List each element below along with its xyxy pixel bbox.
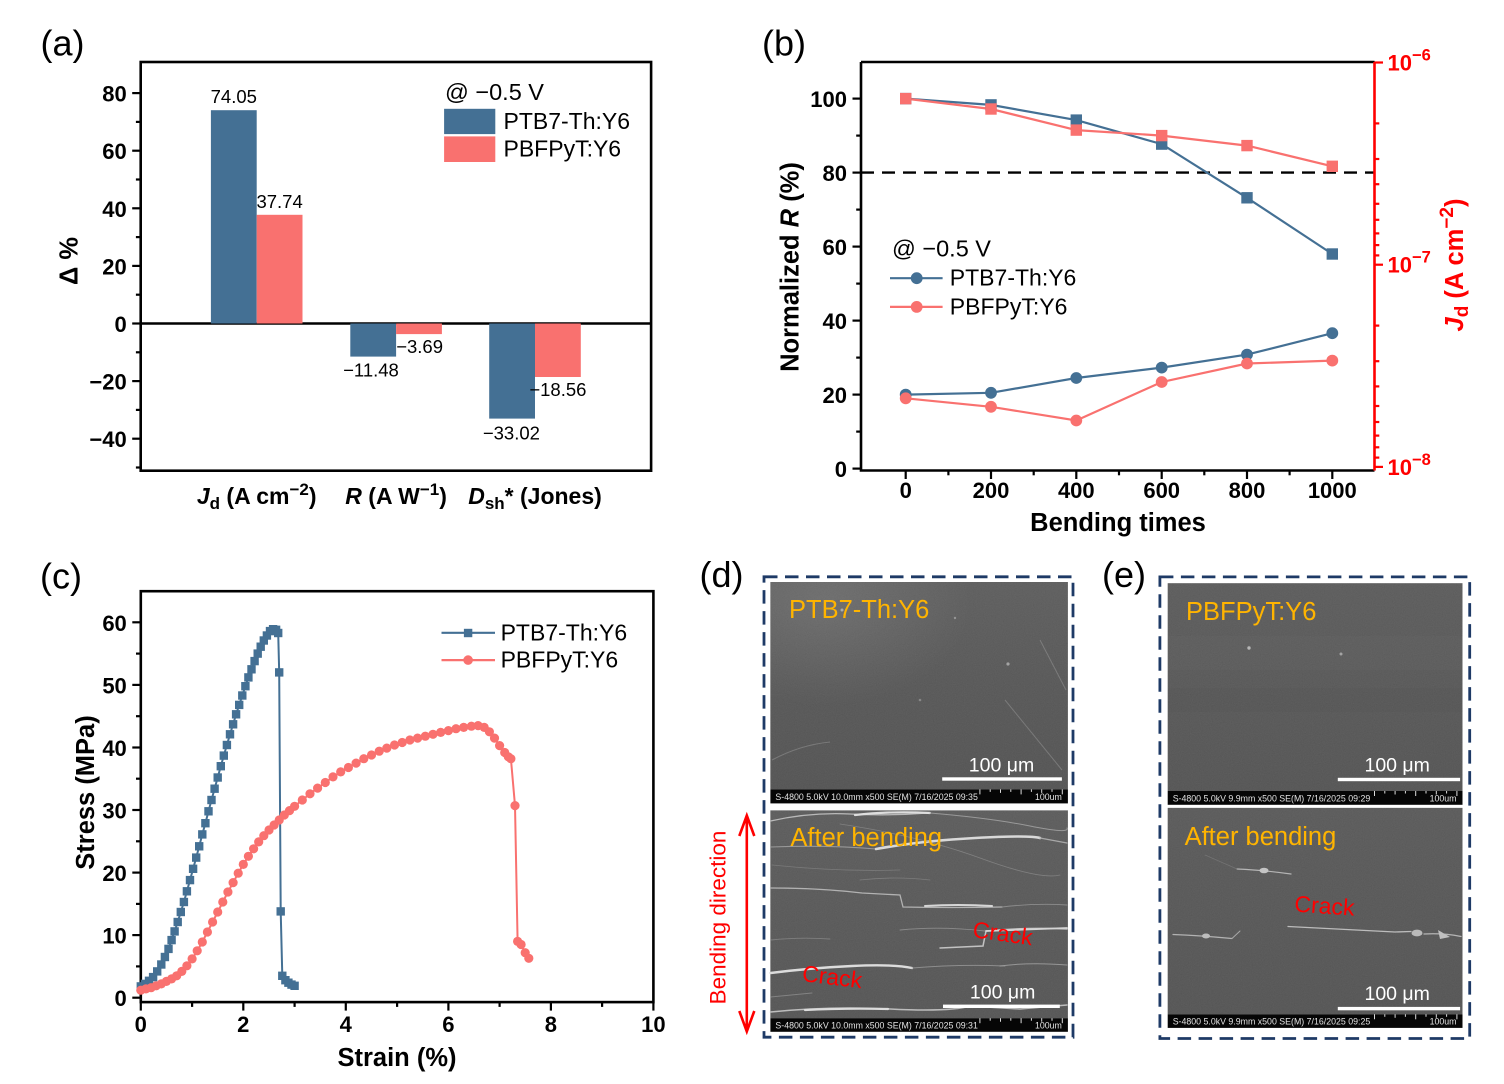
svg-text:100: 100 (810, 87, 847, 112)
svg-text:PBFPyT:Y6: PBFPyT:Y6 (950, 293, 1068, 319)
svg-text:−11.48: −11.48 (343, 360, 399, 381)
svg-text:400: 400 (1058, 478, 1095, 503)
svg-text:PBFPyT:Y6: PBFPyT:Y6 (501, 647, 619, 673)
svg-text:−33.02: −33.02 (483, 423, 540, 444)
svg-text:100 μm: 100 μm (969, 755, 1034, 777)
svg-text:200: 200 (973, 478, 1010, 503)
svg-text:40: 40 (102, 197, 126, 222)
svg-text:Bending direction: Bending direction (706, 831, 731, 1005)
svg-text:−40: −40 (89, 427, 126, 452)
svg-text:100um: 100um (1430, 793, 1457, 803)
svg-text:10−6: 10−6 (1388, 47, 1431, 76)
svg-text:10−8: 10−8 (1388, 451, 1431, 480)
svg-text:−3.69: −3.69 (396, 336, 443, 357)
svg-text:6: 6 (442, 1012, 454, 1037)
svg-text:PBFPyT:Y6: PBFPyT:Y6 (1186, 598, 1316, 626)
svg-text:Jd (A cm−2): Jd (A cm−2) (197, 480, 317, 513)
svg-text:10: 10 (641, 1012, 665, 1037)
svg-text:Strain (%): Strain (%) (337, 1044, 456, 1072)
svg-text:0: 0 (115, 986, 127, 1011)
svg-text:100 μm: 100 μm (970, 982, 1035, 1004)
svg-text:1000: 1000 (1308, 478, 1357, 503)
svg-text:2: 2 (237, 1012, 249, 1037)
svg-text:(c): (c) (40, 556, 82, 597)
svg-text:−20: −20 (89, 370, 126, 395)
svg-text:Crack: Crack (1294, 891, 1356, 921)
svg-text:(a): (a) (41, 23, 85, 64)
svg-text:100um: 100um (1035, 792, 1062, 802)
svg-text:10: 10 (102, 924, 126, 949)
svg-text:20: 20 (823, 383, 847, 408)
svg-text:40: 40 (102, 736, 126, 761)
svg-text:8: 8 (545, 1012, 557, 1037)
svg-text:Normalized R (%): Normalized R (%) (777, 162, 805, 372)
svg-text:10−7: 10−7 (1388, 249, 1431, 278)
svg-text:0: 0 (900, 478, 912, 503)
svg-text:60: 60 (102, 139, 126, 164)
svg-text:74.05: 74.05 (211, 86, 257, 107)
svg-text:Stress (MPa): Stress (MPa) (72, 715, 100, 869)
svg-text:100 μm: 100 μm (1364, 755, 1429, 777)
svg-text:(e): (e) (1102, 554, 1146, 595)
svg-text:4: 4 (340, 1012, 353, 1037)
svg-text:S-4800 5.0kV 9.9mm x500 SE(M): S-4800 5.0kV 9.9mm x500 SE(M) 7/16/2025 … (1173, 793, 1371, 803)
svg-text:100um: 100um (1035, 1020, 1062, 1030)
svg-text:600: 600 (1143, 478, 1180, 503)
svg-text:PTB7-Th:Y6: PTB7-Th:Y6 (950, 265, 1077, 291)
svg-text:S-4800 5.0kV 10.0mm x500 SE(M): S-4800 5.0kV 10.0mm x500 SE(M) 7/16/2025… (775, 1020, 978, 1030)
svg-text:After bending: After bending (1185, 823, 1337, 851)
svg-text:Δ %: Δ % (56, 237, 84, 285)
svg-text:80: 80 (102, 82, 126, 107)
svg-text:S-4800 5.0kV 10.0mm x500 SE(M): S-4800 5.0kV 10.0mm x500 SE(M) 7/16/2025… (775, 792, 978, 802)
svg-text:PTB7-Th:Y6: PTB7-Th:Y6 (501, 619, 628, 645)
svg-text:(d): (d) (700, 554, 744, 595)
svg-text:60: 60 (823, 235, 847, 260)
svg-text:800: 800 (1229, 478, 1266, 503)
svg-text:@ −0.5 V: @ −0.5 V (892, 236, 991, 262)
svg-text:40: 40 (823, 309, 847, 334)
svg-text:20: 20 (102, 254, 126, 279)
svg-text:60: 60 (102, 611, 126, 636)
svg-text:0: 0 (114, 312, 126, 337)
svg-text:PTB7-Th:Y6: PTB7-Th:Y6 (789, 596, 929, 624)
svg-text:S-4800 5.0kV 9.9mm x500 SE(M): S-4800 5.0kV 9.9mm x500 SE(M) 7/16/2025 … (1173, 1016, 1371, 1026)
svg-text:PBFPyT:Y6: PBFPyT:Y6 (504, 136, 622, 162)
svg-text:50: 50 (102, 673, 126, 698)
svg-text:100um: 100um (1430, 1016, 1457, 1026)
svg-text:(b): (b) (762, 23, 806, 64)
svg-text:@ −0.5 V: @ −0.5 V (445, 79, 544, 105)
svg-text:37.74: 37.74 (256, 191, 302, 212)
svg-text:0: 0 (835, 457, 847, 482)
svg-text:−18.56: −18.56 (529, 379, 586, 400)
svg-text:PTB7-Th:Y6: PTB7-Th:Y6 (504, 108, 631, 134)
svg-text:100 μm: 100 μm (1364, 983, 1429, 1005)
svg-text:80: 80 (823, 161, 847, 186)
svg-text:Dsh* (Jones): Dsh* (Jones) (468, 483, 602, 513)
svg-text:0: 0 (135, 1012, 147, 1037)
svg-text:Jd (A cm−2): Jd (A cm−2) (1437, 199, 1473, 332)
svg-text:Bending times: Bending times (1030, 509, 1206, 537)
svg-text:30: 30 (102, 799, 126, 824)
svg-text:R (A W−1): R (A W−1) (345, 480, 447, 509)
svg-text:After bending: After bending (790, 824, 942, 852)
svg-text:20: 20 (102, 861, 126, 886)
